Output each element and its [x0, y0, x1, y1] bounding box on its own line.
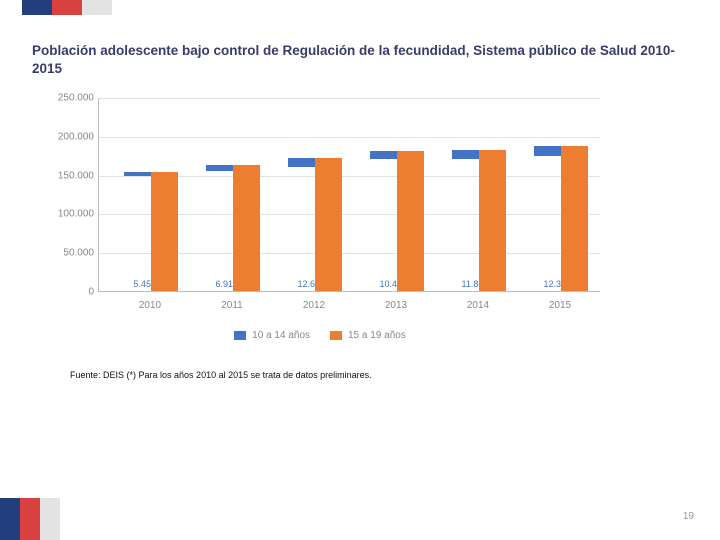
x-axis-tick-label: 2011: [221, 300, 243, 311]
legend-swatch: [330, 331, 342, 340]
chart-bar: 153.118: [151, 172, 178, 291]
chart-bar: [534, 146, 561, 156]
chart-footnote: Fuente: DEIS (*) Para los años 2010 al 2…: [70, 370, 372, 380]
x-axis-tick-label: 2014: [467, 300, 489, 311]
footer-accent-blocks: [0, 498, 60, 540]
y-axis-tick-label: 250.000: [40, 93, 94, 104]
chart-bar-group: 186.446: [534, 146, 588, 291]
chart-bar: 161.856: [233, 165, 260, 291]
y-axis-tick-label: 0: [40, 287, 94, 298]
chart-bar: 181.436: [479, 150, 506, 291]
grouped-bar-chart: 153.1185.453161.8566.917171.95212.676180…: [40, 92, 600, 322]
legend-item: 15 a 19 años: [330, 330, 406, 341]
accent-block: [82, 0, 112, 15]
chart-bar: [288, 158, 315, 168]
chart-bar: [370, 151, 397, 159]
legend-item: 10 a 14 años: [234, 330, 310, 341]
x-axis-tick-label: 2010: [139, 300, 161, 311]
header-accent-blocks: [22, 0, 112, 15]
y-axis-tick-label: 200.000: [40, 131, 94, 142]
chart-bar: 186.446: [561, 146, 588, 291]
chart-bar-group: 181.436: [452, 150, 506, 291]
slide-title: Población adolescente bajo control de Re…: [32, 42, 688, 78]
chart-plot-area: 153.1185.453161.8566.917171.95212.676180…: [98, 98, 600, 292]
x-axis-tick-label: 2013: [385, 300, 407, 311]
chart-bar: 180.036: [397, 151, 424, 291]
chart-container: 153.1185.453161.8566.917171.95212.676180…: [40, 92, 600, 341]
legend-label: 10 a 14 años: [252, 330, 310, 341]
y-axis-tick-label: 100.000: [40, 209, 94, 220]
legend-swatch: [234, 331, 246, 340]
accent-block: [20, 498, 40, 540]
chart-bar-group: 171.952: [288, 158, 342, 291]
chart-bar: [452, 150, 479, 159]
accent-block: [0, 498, 20, 540]
chart-legend: 10 a 14 años 15 a 19 años: [40, 330, 600, 341]
chart-gridline: [99, 98, 600, 99]
chart-bar: [124, 172, 151, 176]
y-axis-tick-label: 150.000: [40, 170, 94, 181]
chart-bar: 171.952: [315, 158, 342, 291]
chart-bar: [206, 165, 233, 170]
accent-block: [52, 0, 82, 15]
y-axis-tick-label: 50.000: [40, 248, 94, 259]
x-axis-tick-label: 2015: [549, 300, 571, 311]
chart-bar-group: 161.856: [206, 165, 260, 291]
chart-gridline: [99, 137, 600, 138]
legend-label: 15 a 19 años: [348, 330, 406, 341]
chart-bar-group: 153.118: [124, 172, 178, 291]
x-axis-tick-label: 2012: [303, 300, 325, 311]
chart-bar-group: 180.036: [370, 151, 424, 291]
accent-block: [22, 0, 52, 15]
accent-block: [40, 498, 60, 540]
page-number: 19: [683, 511, 694, 522]
